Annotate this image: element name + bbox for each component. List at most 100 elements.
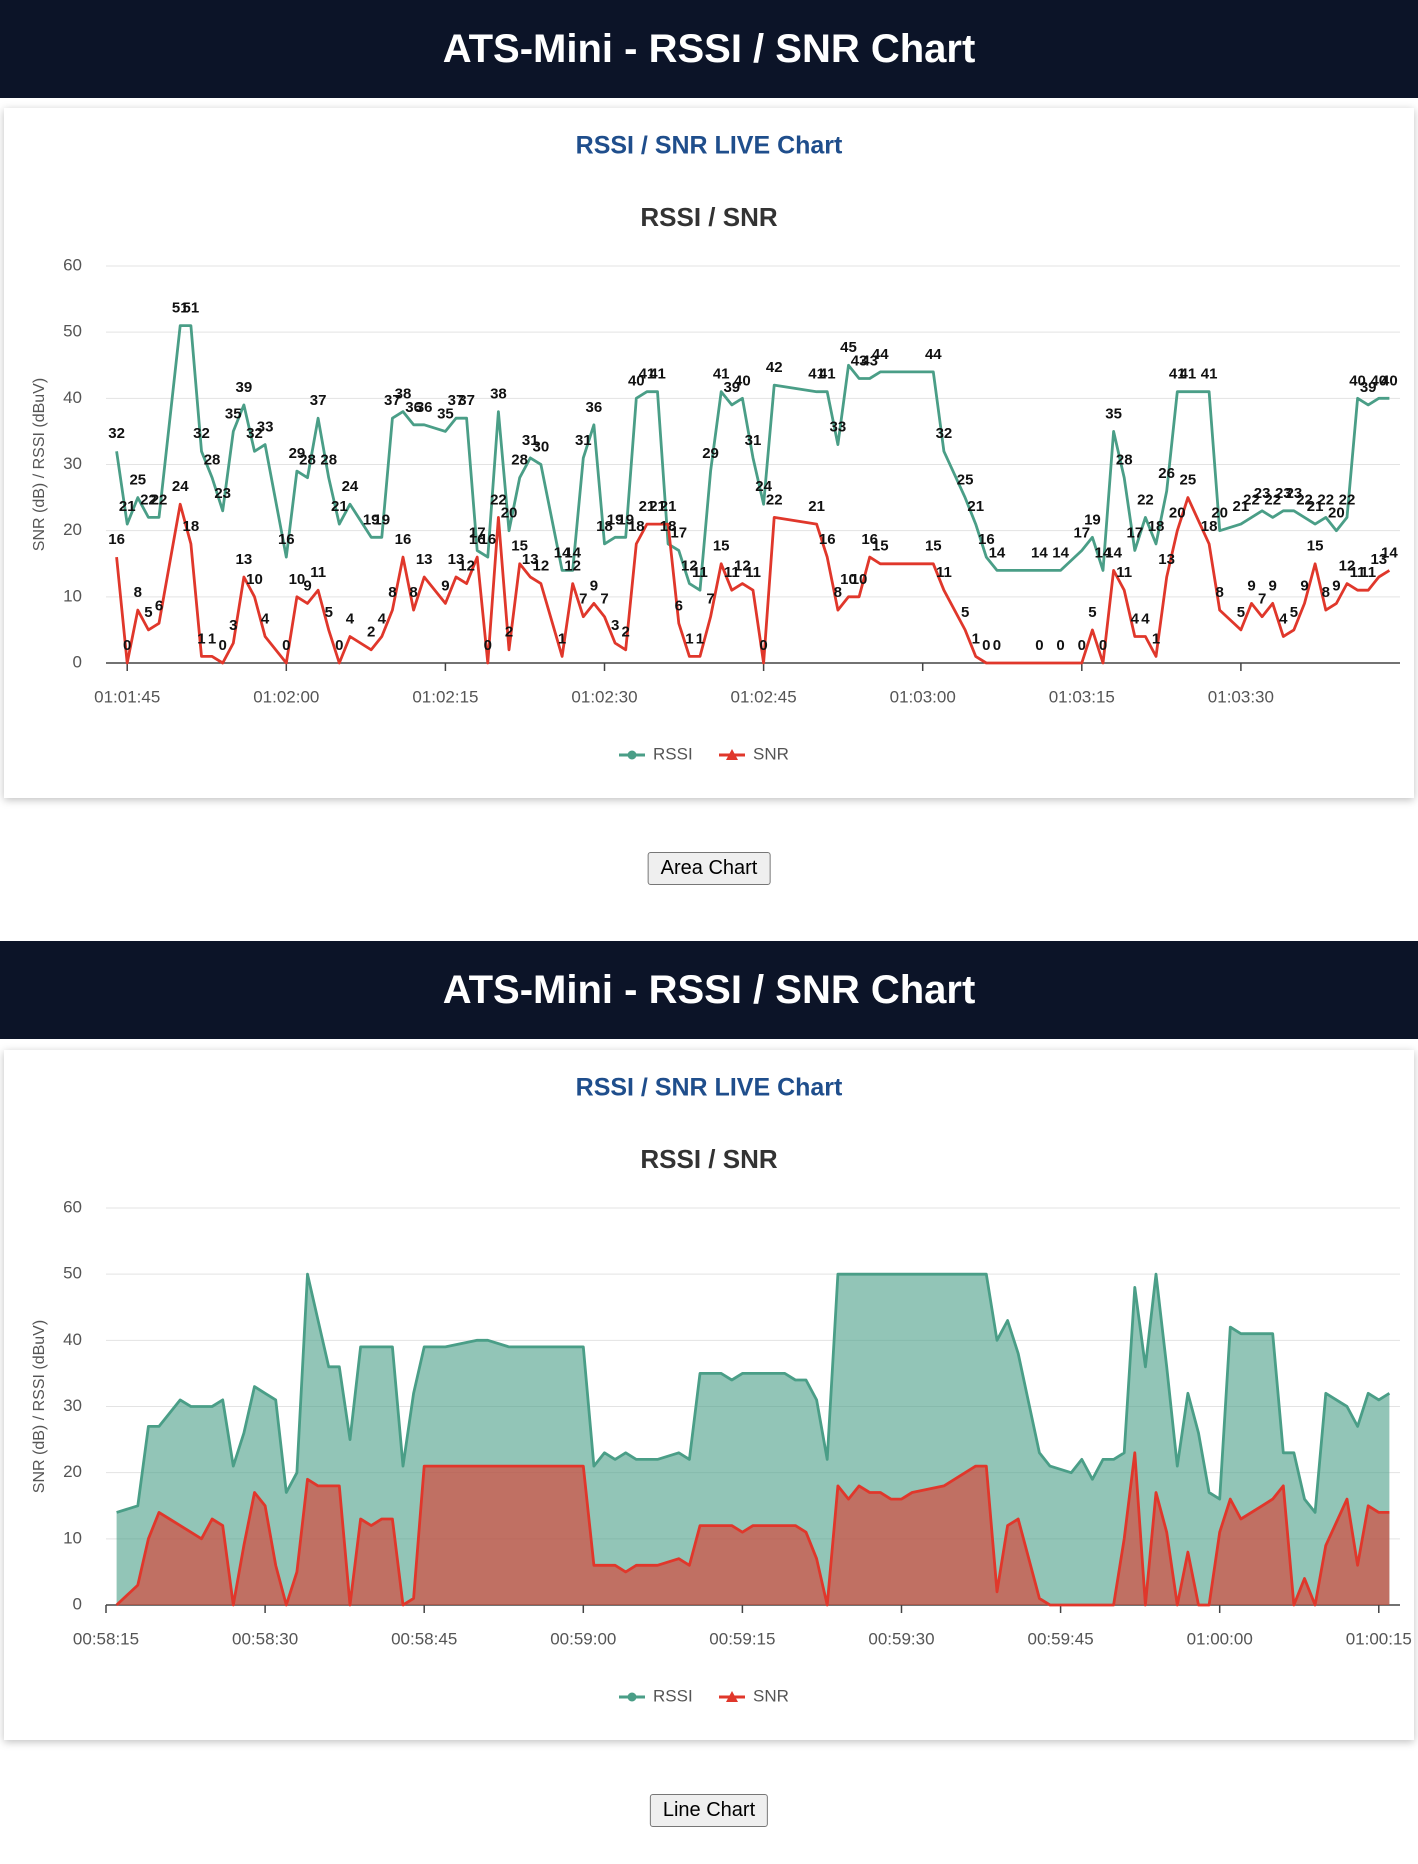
- data-label: 16: [278, 531, 295, 548]
- data-label: 16: [479, 531, 496, 548]
- data-label: 32: [936, 425, 953, 442]
- y-tick-label: 0: [73, 1594, 82, 1613]
- data-label: 22: [140, 491, 157, 508]
- data-label: 11: [1360, 564, 1376, 581]
- toggle-button[interactable]: Line Chart: [649, 1794, 769, 1827]
- data-label: 16: [819, 531, 836, 548]
- data-label: 1: [685, 630, 693, 647]
- data-label: 11: [310, 564, 326, 581]
- data-label: 0: [1035, 637, 1043, 654]
- data-label: 1: [208, 630, 216, 647]
- data-label: 18: [183, 518, 200, 535]
- data-label: 4: [1131, 611, 1140, 628]
- data-label: 0: [1056, 637, 1064, 654]
- data-label: 9: [1300, 577, 1308, 594]
- page-header: ATS-Mini - RSSI / SNR Chart: [0, 941, 1418, 1039]
- data-label: 31: [575, 432, 592, 449]
- data-label: 15: [925, 538, 942, 555]
- y-tick-label: 40: [63, 1330, 82, 1349]
- data-label: 44: [872, 346, 889, 363]
- data-label: 39: [723, 379, 740, 396]
- data-label: 41: [1169, 366, 1186, 383]
- data-label: 15: [872, 538, 889, 555]
- data-label: 18: [628, 518, 645, 535]
- data-label: 21: [639, 498, 656, 515]
- data-label: 21: [967, 498, 984, 515]
- data-label: 15: [713, 538, 730, 555]
- data-label: 19: [1084, 511, 1101, 528]
- data-label: 33: [257, 419, 274, 436]
- data-label: 20: [1169, 505, 1186, 522]
- data-label: 1: [197, 630, 205, 647]
- data-label: 8: [834, 584, 842, 601]
- data-label: 14: [1031, 544, 1048, 561]
- data-label: 29: [702, 445, 719, 462]
- data-label: 7: [706, 591, 714, 608]
- toggle-button[interactable]: Area Chart: [647, 852, 771, 885]
- x-tick-label: 00:59:45: [1027, 1629, 1093, 1648]
- data-label: 5: [144, 604, 152, 621]
- data-label: 6: [675, 597, 683, 614]
- data-label: 15: [511, 538, 528, 555]
- data-label: 28: [511, 452, 528, 469]
- data-label: 39: [1360, 379, 1377, 396]
- data-label: 29: [289, 445, 306, 462]
- chart-subtitle: RSSI / SNR LIVE Chart: [576, 132, 843, 160]
- data-label: 9: [1332, 577, 1340, 594]
- y-axis-title: SNR (dB) / RSSI (dBuV): [31, 378, 48, 551]
- data-label: 37: [458, 392, 475, 409]
- data-label: 28: [299, 452, 316, 469]
- data-label: 19: [373, 511, 390, 528]
- data-label: 37: [384, 392, 401, 409]
- data-label: 16: [108, 531, 125, 548]
- data-label: 8: [388, 584, 396, 601]
- data-label: 16: [861, 531, 878, 548]
- data-label: 28: [320, 452, 337, 469]
- data-label: 43: [851, 352, 868, 369]
- data-label: 38: [395, 386, 412, 403]
- data-label: 13: [1158, 551, 1175, 568]
- data-label: 1: [696, 630, 704, 647]
- data-label: 0: [1078, 637, 1086, 654]
- data-label: 12: [458, 558, 475, 575]
- chart-card: RSSI / SNR LIVE Chart RSSI / SNR SNR (dB)…: [4, 108, 1414, 798]
- data-label: 10: [840, 571, 857, 588]
- data-label: 2: [622, 624, 630, 641]
- data-label: 20: [1211, 505, 1228, 522]
- data-label: 31: [745, 432, 762, 449]
- data-label: 13: [416, 551, 433, 568]
- data-label: 41: [1180, 366, 1197, 383]
- data-label: 5: [1237, 604, 1245, 621]
- data-label: 14: [1381, 544, 1398, 561]
- data-label: 5: [1290, 604, 1298, 621]
- data-label: 1: [1152, 630, 1160, 647]
- data-label: 9: [303, 577, 311, 594]
- chart-title: RSSI / SNR: [640, 202, 777, 232]
- x-tick-label: 01:02:45: [731, 687, 797, 706]
- y-tick-label: 60: [63, 1197, 82, 1216]
- data-label: 18: [596, 518, 613, 535]
- data-label: 36: [586, 399, 603, 416]
- data-label: 4: [261, 611, 270, 628]
- data-label: 22: [1137, 491, 1154, 508]
- data-label: 16: [469, 531, 486, 548]
- data-label: 44: [925, 346, 942, 363]
- data-label: 23: [1275, 485, 1292, 502]
- data-label: 30: [533, 438, 550, 455]
- x-tick-label: 00:59:00: [550, 1629, 616, 1648]
- chart-card: RSSI / SNR LIVE Chart RSSI / SNR SNR (dB)…: [4, 1050, 1414, 1740]
- x-tick-label: 01:00:00: [1187, 1629, 1253, 1648]
- data-label: 9: [1269, 577, 1277, 594]
- data-label: 40: [1370, 372, 1387, 389]
- data-label: 18: [660, 518, 677, 535]
- data-label: 0: [1099, 637, 1107, 654]
- data-label: 6: [155, 597, 163, 614]
- y-tick-label: 20: [63, 520, 82, 539]
- y-tick-label: 30: [63, 1396, 82, 1415]
- data-label: 10: [851, 571, 868, 588]
- x-tick-label: 01:03:30: [1208, 687, 1274, 706]
- data-label: 9: [1247, 577, 1255, 594]
- data-label: 36: [405, 399, 422, 416]
- legend-label: RSSI: [653, 744, 693, 763]
